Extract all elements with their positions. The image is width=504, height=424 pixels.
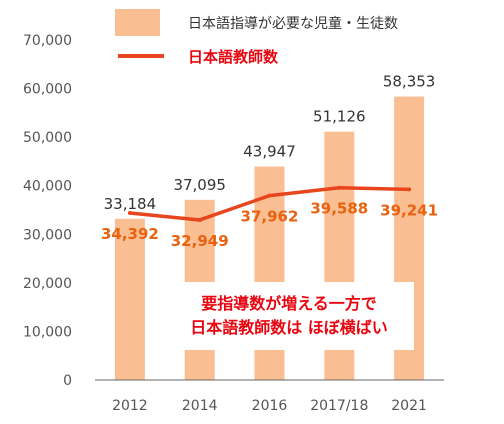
y-tick-label: 0 (63, 373, 72, 389)
line-point (127, 210, 132, 215)
x-tick-label: 2012 (112, 398, 148, 414)
line-value-label: 39,588 (310, 200, 368, 218)
annotation-callout: 要指導数が増える一方で 日本語教師数は ほぼ横ばい (164, 282, 414, 350)
annotation-line-1: 要指導数が増える一方で (201, 294, 377, 313)
line-point (337, 185, 342, 190)
legend: 日本語指導が必要な児童・生徒数 日本語教師数 (115, 9, 398, 66)
y-tick-label: 40,000 (23, 179, 72, 195)
bar-value-label: 43,947 (243, 143, 296, 161)
x-tick-label: 2014 (182, 398, 218, 414)
bar-value-label: 33,184 (104, 195, 157, 213)
annotation-line-2: 日本語教師数は ほぼ横ばい (190, 318, 388, 337)
y-tick-label: 70,000 (23, 33, 72, 49)
x-tick-label: 2021 (391, 398, 427, 414)
y-tick-label: 30,000 (23, 227, 72, 243)
y-tick-label: 10,000 (23, 324, 72, 340)
legend-line-label: 日本語教師数 (188, 48, 279, 66)
line-point (407, 187, 412, 192)
legend-bar-swatch (115, 9, 160, 36)
bar-value-label: 37,095 (173, 176, 226, 194)
bar-value-label: 51,126 (313, 108, 366, 126)
y-tick-label: 20,000 (23, 276, 72, 292)
y-tick-label: 60,000 (23, 82, 72, 98)
x-axis: 2012 2014 2016 2017/18 2021 (112, 398, 427, 414)
line-point (267, 193, 272, 198)
bar-value-label: 58,353 (383, 73, 436, 91)
bar-value-labels: 33,184 37,095 43,947 51,126 58,353 (104, 73, 436, 213)
line-value-label: 39,241 (380, 201, 438, 219)
legend-bar-label: 日本語指導が必要な児童・生徒数 (188, 15, 398, 32)
line-value-label: 32,949 (171, 232, 229, 250)
y-tick-label: 50,000 (23, 130, 72, 146)
x-tick-label: 2017/18 (310, 398, 368, 414)
bar (114, 218, 145, 380)
x-tick-label: 2016 (252, 398, 288, 414)
line-series: 34,392 32,949 37,962 39,588 39,241 (101, 185, 438, 250)
line-value-label: 34,392 (101, 225, 159, 243)
line-point (197, 217, 202, 222)
y-axis: 0 10,000 20,000 30,000 40,000 50,000 60,000 70,… (23, 33, 72, 389)
line-value-label: 37,962 (241, 208, 299, 226)
